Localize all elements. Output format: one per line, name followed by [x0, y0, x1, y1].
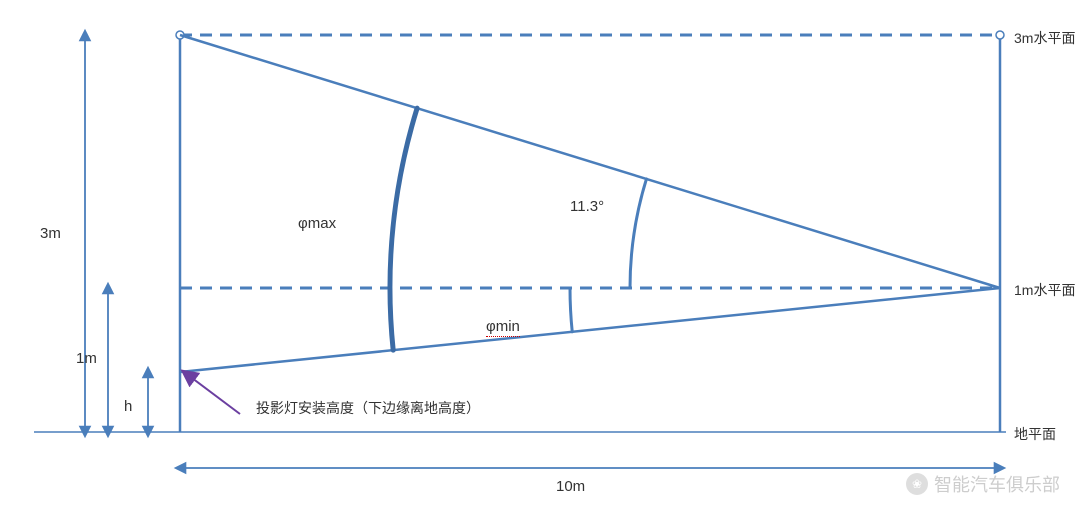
arc-phi-min: [570, 288, 572, 332]
plane-3m-label: 3m水平面: [1014, 28, 1075, 48]
angle-label: 11.3°: [570, 198, 604, 215]
arc-angle: [630, 179, 646, 288]
ground-label: 地平面: [1014, 424, 1056, 444]
ray-bottom: [180, 288, 1000, 372]
watermark: ❀ 智能汽车俱乐部: [906, 471, 1060, 497]
dim-h-label: h: [124, 398, 132, 415]
dim-10m-label: 10m: [556, 478, 585, 495]
watermark-text: 智能汽车俱乐部: [934, 471, 1060, 497]
arc-phi-max: [390, 108, 417, 350]
node-top-right: [996, 31, 1004, 39]
plane-1m-label: 1m水平面: [1014, 280, 1075, 300]
wechat-icon: ❀: [906, 473, 928, 495]
ray-top: [180, 35, 1000, 288]
note-arrow: [192, 378, 240, 414]
phi-max-label: φmax: [298, 215, 336, 232]
dim-3m-label: 3m: [40, 225, 61, 242]
phi-min-label: φmin: [486, 318, 520, 337]
note-label: 投影灯安装高度（下边缘离地高度）: [256, 398, 480, 418]
dim-1m-label: 1m: [76, 350, 97, 367]
